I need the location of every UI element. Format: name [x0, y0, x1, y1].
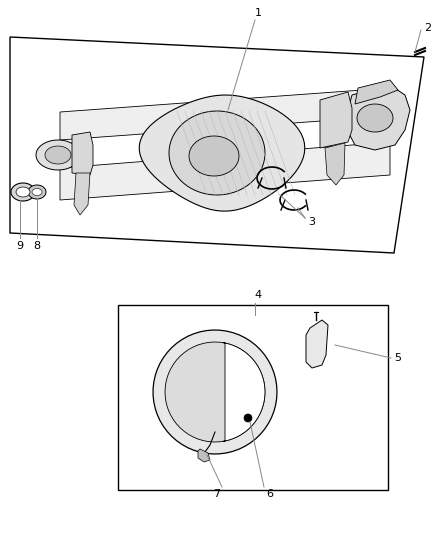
Polygon shape — [10, 37, 423, 253]
Bar — [118, 305, 387, 490]
Text: 6: 6 — [265, 489, 272, 499]
Polygon shape — [305, 320, 327, 368]
Text: 4: 4 — [254, 290, 261, 300]
Polygon shape — [244, 414, 251, 422]
Polygon shape — [45, 146, 71, 164]
Polygon shape — [139, 95, 304, 211]
Polygon shape — [60, 88, 389, 140]
Polygon shape — [319, 92, 351, 148]
Polygon shape — [60, 142, 389, 200]
Text: 7: 7 — [212, 489, 219, 499]
Text: 3: 3 — [307, 217, 314, 227]
Polygon shape — [28, 185, 46, 199]
Polygon shape — [16, 187, 30, 197]
Polygon shape — [346, 85, 409, 150]
Text: 8: 8 — [33, 241, 40, 251]
Polygon shape — [36, 140, 80, 170]
Text: 5: 5 — [393, 353, 400, 363]
Polygon shape — [165, 342, 265, 442]
Polygon shape — [169, 111, 265, 195]
Polygon shape — [153, 330, 276, 454]
Polygon shape — [189, 136, 238, 176]
Polygon shape — [198, 449, 209, 462]
Polygon shape — [11, 183, 35, 201]
Polygon shape — [32, 189, 42, 196]
Text: 2: 2 — [423, 23, 430, 33]
Polygon shape — [354, 80, 397, 104]
Polygon shape — [74, 173, 90, 215]
Polygon shape — [223, 343, 265, 441]
Polygon shape — [356, 104, 392, 132]
Polygon shape — [72, 132, 93, 175]
Text: 9: 9 — [16, 241, 24, 251]
Polygon shape — [324, 143, 344, 185]
Text: 1: 1 — [254, 8, 261, 18]
